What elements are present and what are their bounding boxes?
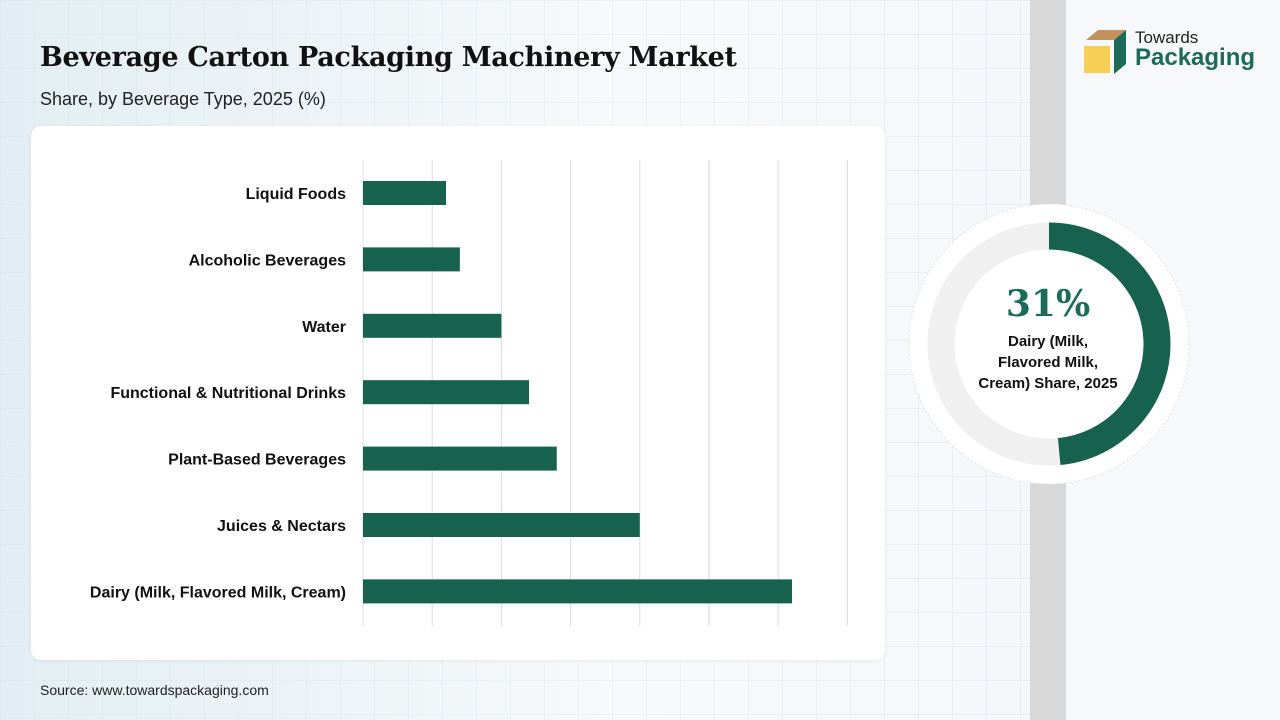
bar [363, 579, 792, 604]
page-subtitle: Share, by Beverage Type, 2025 (%) [40, 89, 326, 109]
category-label: Alcoholic Beverages [189, 252, 347, 269]
source-note: Source: www.towardspackaging.com [40, 682, 269, 698]
donut-arc [1048, 222, 1171, 465]
category-label: Juices & Nectars [217, 518, 346, 535]
box-logo-icon [1084, 30, 1126, 74]
highlight-value: 31% [1005, 283, 1091, 325]
logo: Towards Packaging [1082, 28, 1262, 78]
category-label: Plant-Based Beverages [168, 452, 346, 469]
highlight-label: Dairy (Milk, Flavored Milk, Cream) Share… [948, 331, 1148, 394]
logo-text-2: Packaging [1135, 44, 1256, 71]
page-title: Beverage Carton Packaging Machinery Mark… [40, 42, 737, 73]
chart-card: Liquid Foods Alcoholic Beverages Water Func… [31, 126, 885, 660]
bar [363, 313, 502, 338]
bar [363, 380, 530, 405]
category-label: Dairy (Milk, Flavored Milk, Cream) [90, 584, 346, 601]
bar [363, 513, 640, 537]
category-label: Functional & Nutritional Drinks [110, 385, 346, 402]
highlight-label-line: Dairy (Milk, [1007, 333, 1089, 350]
category-label: Water [302, 319, 346, 336]
highlight-label-line: Flavored Milk, [997, 354, 1099, 371]
category-label: Liquid Foods [246, 186, 347, 203]
bar [363, 247, 460, 272]
logo-text-1: Towards [1135, 28, 1199, 47]
donut-center: 31% Dairy (Milk, Flavored Milk, Cream) S… [948, 283, 1148, 394]
bar-chart: Liquid Foods Alcoholic Beverages Water Func… [90, 160, 848, 626]
donut-chart [908, 203, 1190, 485]
bar [363, 446, 557, 471]
highlight-label-line: Cream) Share, 2025 [978, 375, 1118, 392]
bar [363, 181, 447, 205]
